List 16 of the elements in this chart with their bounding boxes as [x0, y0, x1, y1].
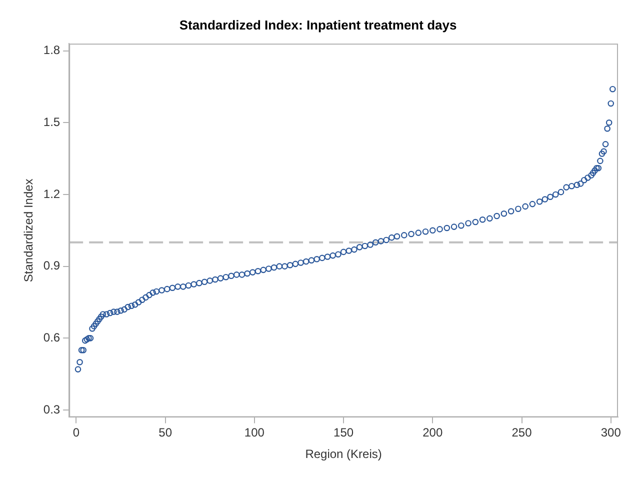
y-tick-label: 0.3 [43, 402, 60, 416]
x-tick-label: 100 [244, 426, 265, 440]
y-tick-label: 1.8 [43, 43, 60, 58]
x-tick-label: 150 [334, 426, 354, 440]
x-axis-title: Region (Kreis) [305, 447, 382, 462]
x-tick-label: 50 [158, 426, 172, 440]
x-tick-label: 300 [600, 426, 622, 440]
x-tick-label: 200 [422, 426, 443, 440]
y-tick-label: 1.5 [43, 114, 60, 129]
y-tick-label: 1.2 [43, 186, 60, 201]
y-axis-title: Standardized Index [22, 178, 36, 282]
x-tick-label: 250 [512, 426, 532, 440]
y-tick-label: 0.6 [43, 330, 60, 344]
chart-title: Standardized Index: Inpatient treatment days [179, 17, 457, 32]
y-tick-label: 0.9 [43, 258, 60, 273]
x-tick-label: 0 [72, 426, 80, 440]
